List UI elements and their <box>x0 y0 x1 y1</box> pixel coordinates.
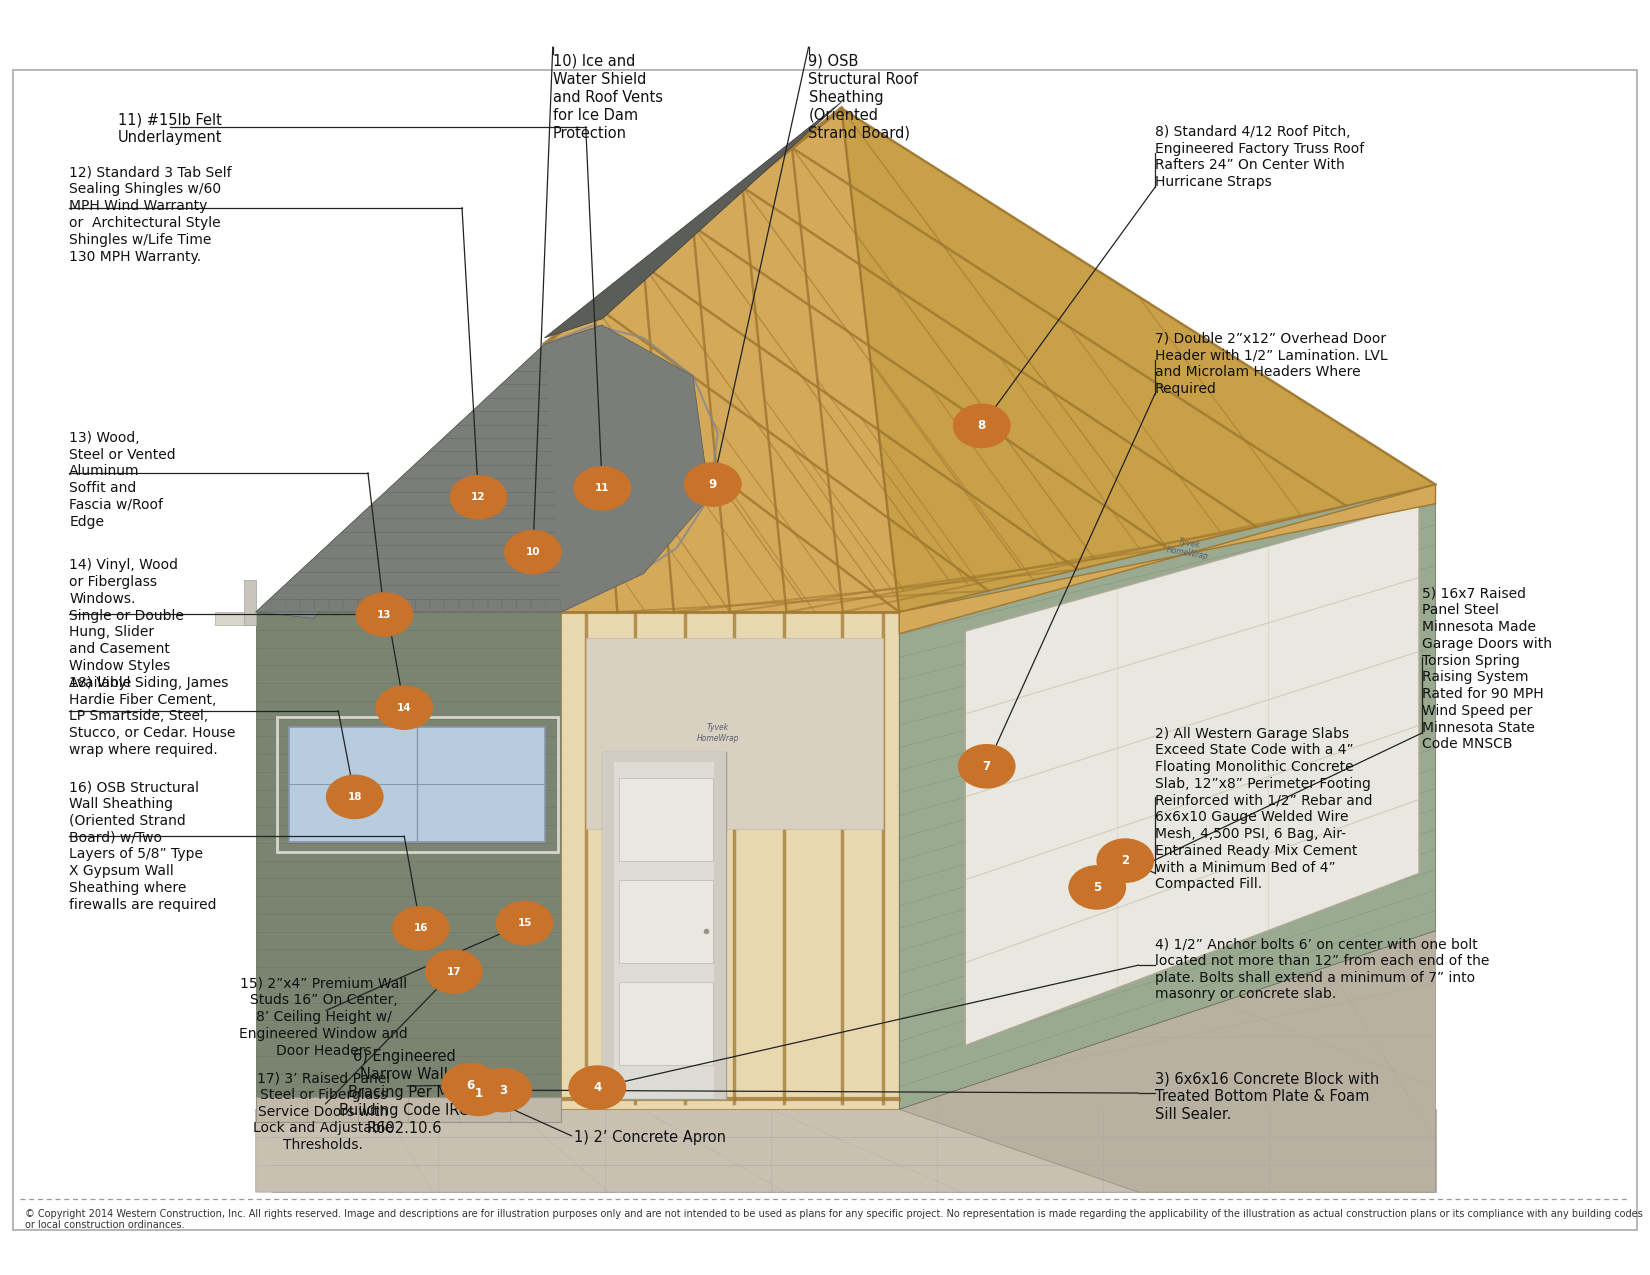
Polygon shape <box>244 580 256 625</box>
FancyBboxPatch shape <box>13 70 1637 1230</box>
Text: 2: 2 <box>1122 854 1129 867</box>
Polygon shape <box>899 484 1436 1109</box>
Text: 4) 1/2” Anchor bolts 6’ on center with one bolt
located not more than 12” from e: 4) 1/2” Anchor bolts 6’ on center with o… <box>1155 937 1490 1001</box>
Polygon shape <box>256 1109 1138 1192</box>
Text: 13) Wood,
Steel or Vented
Aluminum
Soffit and
Fascia w/Roof
Edge: 13) Wood, Steel or Vented Aluminum Soffi… <box>69 431 177 529</box>
Circle shape <box>683 463 742 507</box>
Text: 16: 16 <box>414 923 427 933</box>
Text: © Copyright 2014 Western Construction, Inc. All rights reserved. Image and descr: © Copyright 2014 Western Construction, I… <box>25 1209 1642 1230</box>
Text: 15: 15 <box>518 918 531 928</box>
Circle shape <box>568 1066 625 1109</box>
Polygon shape <box>272 1109 1436 1192</box>
Text: 3) 6x6x16 Concrete Block with
Treated Bottom Plate & Foam
Sill Sealer.: 3) 6x6x16 Concrete Block with Treated Bo… <box>1155 1071 1379 1122</box>
Polygon shape <box>602 752 726 762</box>
Polygon shape <box>842 108 1436 612</box>
Polygon shape <box>899 931 1436 1192</box>
Text: 17: 17 <box>447 966 460 977</box>
Text: 18) Vinyl Siding, James
Hardie Fiber Cement,
LP Smartside, Steel,
Stucco, or Ced: 18) Vinyl Siding, James Hardie Fiber Cem… <box>69 676 236 757</box>
Text: 10: 10 <box>526 547 540 557</box>
Circle shape <box>449 476 507 520</box>
Polygon shape <box>899 484 1436 634</box>
Circle shape <box>441 1062 498 1107</box>
Text: 11) #15lb Felt
Underlayment: 11) #15lb Felt Underlayment <box>117 112 223 145</box>
Polygon shape <box>619 982 713 1065</box>
Text: 7) Double 2”x12” Overhead Door
Header with 1/2” Lamination. LVL
and Microlam Hea: 7) Double 2”x12” Overhead Door Header wi… <box>1155 332 1388 395</box>
Circle shape <box>574 467 630 511</box>
Polygon shape <box>544 108 899 612</box>
Text: Tyvek
HomeWrap: Tyvek HomeWrap <box>696 723 739 743</box>
Text: 13: 13 <box>378 609 391 620</box>
Polygon shape <box>214 612 256 625</box>
Text: 8) Standard 4/12 Roof Pitch,
Engineered Factory Truss Roof
Rafters 24” On Center: 8) Standard 4/12 Roof Pitch, Engineered … <box>1155 125 1365 189</box>
Polygon shape <box>586 638 883 829</box>
Polygon shape <box>256 325 710 612</box>
Text: 17) 3’ Raised Panel
Steel or Fiberglass
Service Doors with
Lock and Adjustable
T: 17) 3’ Raised Panel Steel or Fiberglass … <box>254 1071 393 1153</box>
Polygon shape <box>602 752 614 1099</box>
Text: 1) 2’ Concrete Apron: 1) 2’ Concrete Apron <box>574 1130 726 1145</box>
Text: 3: 3 <box>500 1084 507 1096</box>
Text: 14: 14 <box>398 703 411 713</box>
Text: 11: 11 <box>596 483 609 493</box>
Circle shape <box>376 686 432 731</box>
Circle shape <box>505 530 561 574</box>
Polygon shape <box>256 612 561 1109</box>
Text: 15) 2”x4” Premium Wall
Studs 16” On Center,
8’ Ceiling Height w/
Engineered Wind: 15) 2”x4” Premium Wall Studs 16” On Cent… <box>239 977 408 1058</box>
Text: 7: 7 <box>983 760 990 773</box>
Text: 1: 1 <box>475 1088 482 1100</box>
Text: 10) Ice and
Water Shield
and Roof Vents
for Ice Dam
Protection: 10) Ice and Water Shield and Roof Vents … <box>553 54 663 140</box>
Text: 16) OSB Structural
Wall Sheathing
(Oriented Strand
Board) w/Two
Layers of 5/8” T: 16) OSB Structural Wall Sheathing (Orien… <box>69 780 216 912</box>
Circle shape <box>327 775 383 820</box>
Text: 12) Standard 3 Tab Self
Sealing Shingles w/60
MPH Wind Warranty
or  Architectura: 12) Standard 3 Tab Self Sealing Shingles… <box>69 166 233 264</box>
Text: 2) All Western Garage Slabs
Exceed State Code with a 4”
Floating Monolithic Conc: 2) All Western Garage Slabs Exceed State… <box>1155 727 1373 891</box>
Circle shape <box>475 1068 531 1112</box>
Circle shape <box>957 745 1015 788</box>
Text: 5: 5 <box>1092 881 1102 894</box>
Circle shape <box>356 592 412 636</box>
Circle shape <box>1069 864 1125 910</box>
Text: 5) 16x7 Raised
Panel Steel
Minnesota Made
Garage Doors with
Torsion Spring
Raisi: 5) 16x7 Raised Panel Steel Minnesota Mad… <box>1422 586 1553 751</box>
Text: 6) Engineered
Narrow Wall
Bracing Per MN
Building Code IRC
R602.10.6: 6) Engineered Narrow Wall Bracing Per MN… <box>340 1049 469 1136</box>
Text: 18: 18 <box>348 792 361 802</box>
Circle shape <box>497 900 554 946</box>
Polygon shape <box>561 612 899 1109</box>
Polygon shape <box>965 504 1419 1046</box>
Text: Tyvek
HomeWrap: Tyvek HomeWrap <box>1165 536 1211 561</box>
Polygon shape <box>714 752 726 1099</box>
Polygon shape <box>602 752 726 1099</box>
Circle shape <box>449 1071 507 1117</box>
Circle shape <box>954 403 1010 449</box>
Polygon shape <box>256 1096 561 1122</box>
Text: 4: 4 <box>594 1081 601 1094</box>
Text: 12: 12 <box>472 492 485 502</box>
Polygon shape <box>289 727 544 842</box>
Text: 14) Vinyl, Wood
or Fiberglass
Windows.
Single or Double
Hung, Slider
and Casemen: 14) Vinyl, Wood or Fiberglass Windows. S… <box>69 558 185 690</box>
Polygon shape <box>619 778 713 861</box>
Circle shape <box>1097 839 1155 882</box>
Text: 8: 8 <box>977 419 987 432</box>
Text: 9: 9 <box>710 478 716 491</box>
Circle shape <box>426 949 483 995</box>
Polygon shape <box>256 325 602 618</box>
Polygon shape <box>544 102 842 338</box>
Polygon shape <box>619 880 713 963</box>
Text: 6: 6 <box>465 1079 475 1091</box>
Circle shape <box>393 905 449 950</box>
Text: 9) OSB
Structural Roof
Sheathing
(Oriented
Strand Board): 9) OSB Structural Roof Sheathing (Orient… <box>808 54 919 140</box>
